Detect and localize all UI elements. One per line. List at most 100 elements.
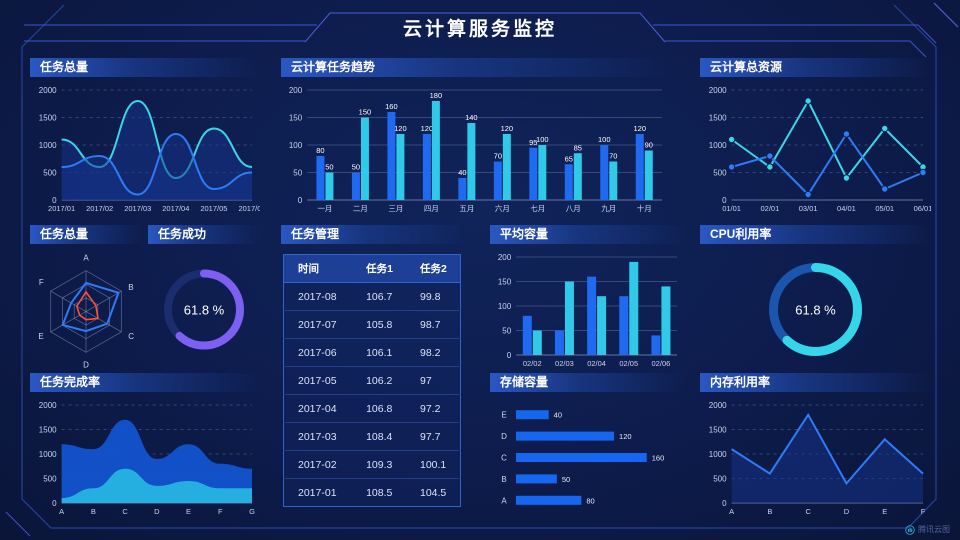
table-row: 2017-01 108.5 104.5 [283,478,461,507]
svg-text:100: 100 [598,135,611,144]
svg-text:三月: 三月 [388,204,403,213]
svg-text:D: D [501,432,507,441]
svg-text:85: 85 [574,143,582,152]
panel-avg-capacity: 平均容量 0 50 100 150 200 02/02 02/03 02/04 02/05 02/… [490,225,685,370]
completion-area-chart: 0 500 1000 1500 2000 A B C D E F G [30,397,260,518]
table-header-cell: 时间 [283,254,353,283]
panel-task-radar: 任务总量 A B C D E F [30,225,142,370]
svg-text:五月: 五月 [459,204,474,213]
svg-text:70: 70 [494,152,502,161]
table-cell: 108.5 [352,478,406,507]
avg-capacity-bar-chart: 0 50 100 150 200 02/02 02/03 02/04 02/05 02/06 [490,249,685,370]
svg-text:120: 120 [619,432,632,441]
svg-text:1000: 1000 [709,141,727,150]
svg-text:八月: 八月 [566,204,581,213]
storage-hbar-chart: E 40 D 120 C 160 B 50 A 80 [490,397,685,518]
panel-title: 云计算任务趋势 [281,58,670,77]
svg-text:F: F [921,507,926,516]
table-cell: 97.2 [405,394,461,423]
watermark: 腾讯云图 [905,524,950,535]
panel-title: 存储容量 [490,373,685,392]
table-cell: 2017-02 [283,450,353,479]
table-cell: 98.2 [405,338,461,367]
svg-text:05/01: 05/01 [875,204,894,213]
svg-text:1500: 1500 [709,114,727,123]
svg-text:160: 160 [385,102,398,111]
svg-text:C: C [122,507,128,516]
table-cell: 106.1 [352,338,406,367]
svg-text:02/02: 02/02 [523,359,542,368]
svg-text:B: B [128,283,133,292]
table-header-cell: 任务1 [352,254,406,283]
table-row: 2017-07 105.8 98.7 [283,310,461,339]
table-cell: 2017-07 [283,310,353,339]
svg-text:1000: 1000 [39,450,57,459]
svg-text:A: A [729,507,734,516]
svg-text:03/01: 03/01 [799,204,818,213]
panel-title: CPU利用率 [700,225,931,244]
panel-task-trend: 云计算任务趋势 0 50 100 150 200 一月 二月 三月 四月 五月 六月 七月 八月 九月 十月… [281,58,670,215]
svg-text:F: F [218,507,223,516]
tencent-cloud-logo-icon [905,524,915,535]
svg-text:B: B [501,475,506,484]
svg-text:2017/04: 2017/04 [162,204,189,213]
table-cell: 105.8 [352,310,406,339]
svg-text:100: 100 [289,141,303,150]
svg-text:61.8 %: 61.8 % [795,303,836,318]
table-row: 2017-05 106.2 97 [283,366,461,395]
table-cell: 97 [405,366,461,395]
svg-text:2000: 2000 [709,401,727,410]
svg-text:40: 40 [554,411,562,420]
panel-title: 平均容量 [490,225,685,244]
svg-text:100: 100 [536,135,549,144]
svg-text:1500: 1500 [39,114,57,123]
table-cell: 2017-01 [283,478,353,507]
svg-text:四月: 四月 [424,204,439,213]
svg-text:0: 0 [298,196,303,205]
svg-text:500: 500 [713,169,727,178]
panel-title: 内存利用率 [700,373,931,392]
memory-line-chart: 0 500 1000 1500 2000 A B C D E F [700,397,931,518]
task-trend-bar-chart: 0 50 100 150 200 一月 二月 三月 四月 五月 六月 七月 八月 九月 十月 80 50 160 1… [281,82,670,215]
svg-text:C: C [501,454,507,463]
svg-text:二月: 二月 [353,204,368,213]
svg-text:2017/02: 2017/02 [86,204,113,213]
svg-text:120: 120 [634,124,647,133]
table-cell: 97.7 [405,422,461,451]
task-table: 时间 任务1 任务2 2017-08 106.7 99.8 2017-07 105.8 98.7… [283,254,461,507]
table-header-cell: 任务2 [405,254,461,283]
svg-text:140: 140 [465,113,478,122]
table-cell: 2017-08 [283,282,353,311]
svg-text:200: 200 [498,253,512,262]
svg-text:A: A [501,496,507,505]
table-cell: 106.2 [352,366,406,395]
watermark-label: 腾讯云图 [918,525,950,534]
panel-title: 任务完成率 [30,373,260,392]
svg-text:50: 50 [562,475,570,484]
svg-text:500: 500 [43,169,57,178]
panel-title: 任务成功 [148,225,260,244]
svg-text:C: C [128,332,134,341]
svg-text:50: 50 [352,163,360,172]
svg-text:120: 120 [421,124,434,133]
svg-text:50: 50 [502,327,511,336]
svg-text:180: 180 [430,91,443,100]
svg-text:150: 150 [289,114,303,123]
svg-text:E: E [501,411,506,420]
table-cell: 104.5 [405,478,461,507]
svg-text:七月: 七月 [530,204,545,213]
resources-line-chart: 0 500 1000 1500 2000 01/01 02/01 03/01 04/01 05/0… [700,82,931,215]
svg-text:02/06: 02/06 [652,359,671,368]
svg-text:F: F [39,278,44,287]
svg-text:2000: 2000 [39,401,57,410]
table-cell: 2017-05 [283,366,353,395]
panel-title: 任务总量 [30,225,142,244]
svg-text:E: E [38,332,43,341]
panel-title: 云计算总资源 [700,58,931,77]
svg-text:02/01: 02/01 [760,204,779,213]
table-row: 2017-08 106.7 99.8 [283,282,461,311]
svg-text:B: B [767,507,772,516]
svg-text:61.8 %: 61.8 % [184,303,225,318]
table-cell: 109.3 [352,450,406,479]
